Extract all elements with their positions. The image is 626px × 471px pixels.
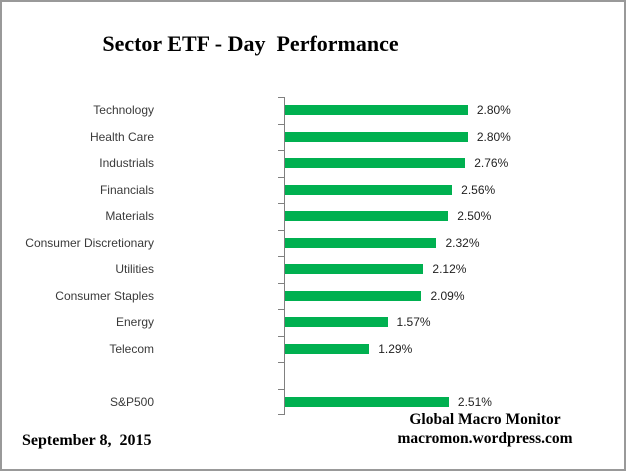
footer-credit-line1: Global Macro Monitor [409, 411, 561, 428]
chart-row-technology: Technology 2.80% [2, 97, 624, 124]
category-label-utilities: Utilities [115, 262, 154, 277]
chart-row-blank [2, 362, 624, 389]
value-label-s-p500: 2.51% [457, 394, 492, 409]
value-label-industrials: 2.76% [474, 156, 509, 171]
bar-technology [285, 105, 468, 116]
bar-consumer-discretionary [285, 237, 437, 248]
chart-row-financials: Financials 2.56% [2, 177, 624, 204]
axis-tick [278, 124, 284, 125]
category-label-industrials: Industrials [99, 156, 154, 171]
bar-health-care [285, 131, 468, 142]
footer-credit-line2: macromon.wordpress.com [397, 430, 573, 447]
value-label-consumer-staples: 2.09% [430, 288, 465, 303]
category-label-s-p500: S&P500 [109, 394, 154, 409]
axis-tick [278, 203, 284, 204]
axis-tick [278, 362, 284, 363]
axis-tick [278, 336, 284, 337]
bar-energy [285, 317, 388, 328]
value-label-telecom: 1.29% [378, 341, 413, 356]
chart-row-utilities: Utilities 2.12% [2, 256, 624, 283]
footer-credit: Global Macro Monitor macromon.wordpress.… [393, 410, 577, 448]
axis-tick [278, 177, 284, 178]
category-label-financials: Financials [99, 182, 154, 197]
axis-tick [278, 97, 284, 98]
value-label-consumer-discretionary: 2.32% [445, 235, 480, 250]
chart-row-s-p500: S&P500 2.51% [2, 389, 624, 416]
value-label-financials: 2.56% [461, 182, 496, 197]
category-label-health-care: Health Care [89, 129, 154, 144]
axis-tick [278, 230, 284, 231]
chart-row-consumer-staples: Consumer Staples 2.09% [2, 283, 624, 310]
value-label-health-care: 2.80% [476, 129, 511, 144]
category-label-technology: Technology [93, 103, 154, 118]
bar-materials [285, 211, 449, 222]
category-label-telecom: Telecom [109, 341, 154, 356]
chart-row-health-care: Health Care 2.80% [2, 124, 624, 151]
axis-tick [278, 150, 284, 151]
axis-tick [278, 256, 284, 257]
category-label-consumer-staples: Consumer Staples [55, 288, 154, 303]
bar-utilities [285, 264, 424, 275]
category-axis-line [284, 97, 285, 415]
category-label-energy: Energy [115, 315, 154, 330]
category-label-blank [2, 362, 154, 389]
chart-row-consumer-discretionary: Consumer Discretionary 2.32% [2, 230, 624, 257]
chart-row-industrials: Industrials 2.76% [2, 150, 624, 177]
chart-row-materials: Materials 2.50% [2, 203, 624, 230]
value-label-energy: 1.57% [396, 315, 431, 330]
footer-date: September 8, 2015 [22, 432, 152, 449]
value-label-utilities: 2.12% [432, 262, 467, 277]
value-label-technology: 2.80% [476, 103, 511, 118]
chart-title: Sector ETF - Day Performance [102, 31, 399, 56]
chart-row-energy: Energy 1.57% [2, 309, 624, 336]
bar-telecom [285, 343, 370, 354]
axis-tick [278, 283, 284, 284]
plot-area: Technology 2.80% Health Care 2.80% Industria… [2, 97, 624, 415]
bar-industrials [285, 158, 466, 169]
axis-tick [278, 389, 284, 390]
category-label-consumer-discretionary: Consumer Discretionary [25, 235, 154, 250]
bar-consumer-staples [285, 290, 422, 301]
value-label-materials: 2.50% [457, 209, 492, 224]
axis-tick [278, 414, 284, 415]
bar-s-p500 [285, 396, 449, 407]
chart-row-telecom: Telecom 1.29% [2, 336, 624, 363]
bar-financials [285, 184, 453, 195]
category-label-materials: Materials [105, 209, 154, 224]
axis-tick [278, 309, 284, 310]
